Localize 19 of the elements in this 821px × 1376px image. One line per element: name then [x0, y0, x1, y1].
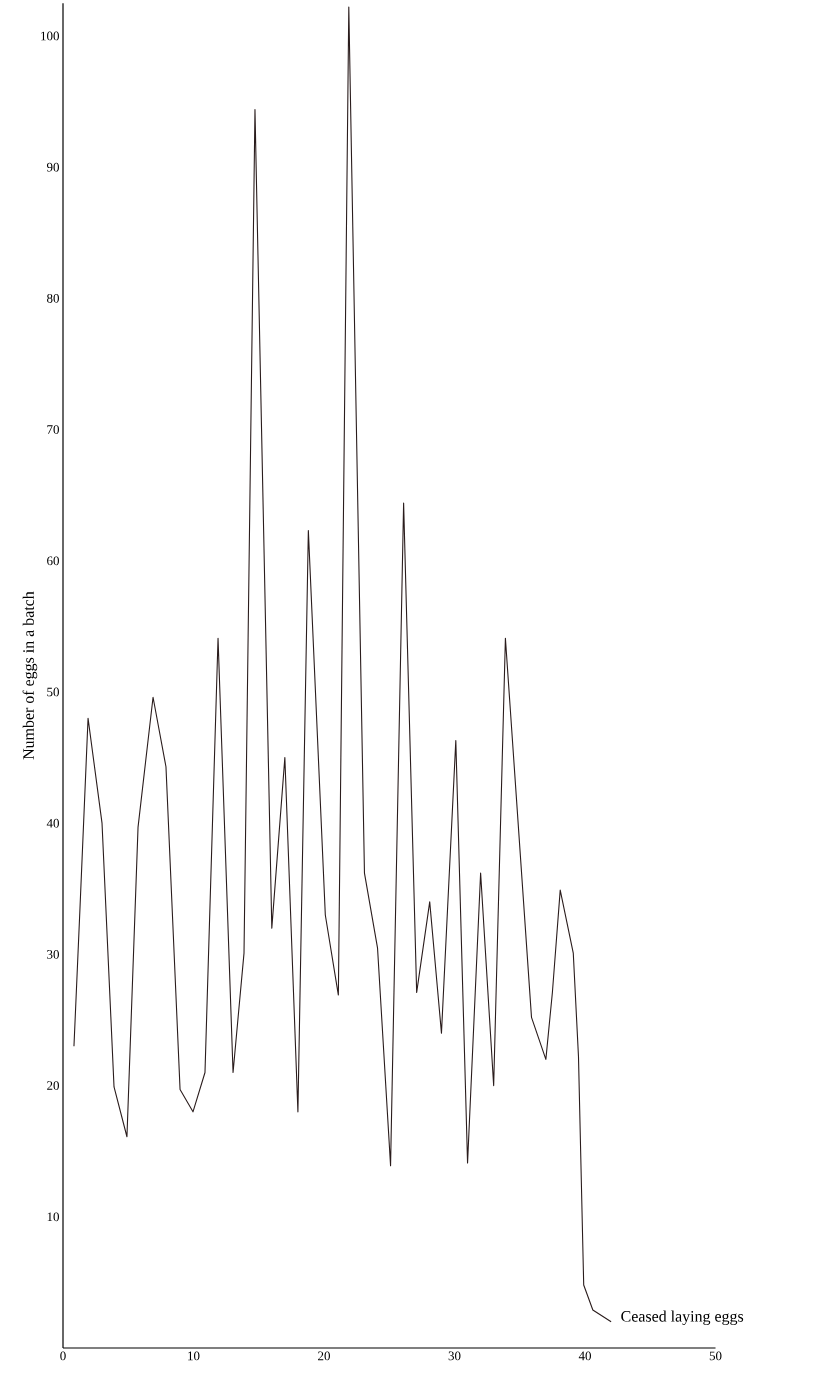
y-axis-title: Number of eggs in a batch: [22, 591, 38, 760]
y-tick-label: 80: [47, 294, 59, 303]
y-tick-label: 90: [46, 162, 59, 172]
line-series: [73, 6, 612, 1323]
x-tick-label: 10: [188, 1351, 200, 1361]
y-tick-label: 10: [47, 1212, 59, 1222]
y-tick-label: 100: [41, 31, 59, 41]
x-tick-label: 0: [60, 1351, 66, 1361]
x-tick-label: 40: [578, 1351, 591, 1361]
annotation: Ceased laying eggs: [621, 1310, 744, 1326]
x-tick-label: 30: [448, 1351, 461, 1361]
x-tick-label: 20: [318, 1351, 330, 1361]
y-tick-label: 60: [47, 556, 59, 566]
y-tick-label: 20: [47, 1081, 59, 1090]
y-tick-label: 40: [46, 818, 59, 828]
y-tick-label: 50: [47, 687, 59, 697]
y-tick-label: 70: [47, 425, 59, 434]
y-tick-label: 30: [47, 950, 59, 959]
x-tick-label: 50: [709, 1351, 722, 1361]
